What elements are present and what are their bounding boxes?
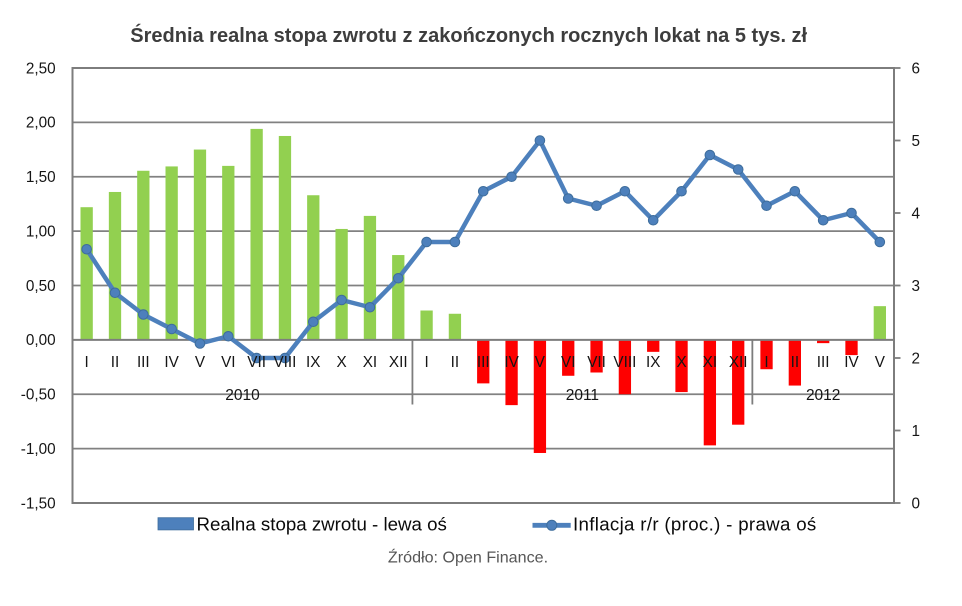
svg-text:-1,00: -1,00 <box>21 441 56 458</box>
svg-text:Realna stopa zwrotu - lewa oś: Realna stopa zwrotu - lewa oś <box>197 514 447 535</box>
svg-text:II: II <box>791 354 800 371</box>
svg-text:II: II <box>111 354 120 371</box>
svg-text:I: I <box>424 354 428 371</box>
svg-text:4: 4 <box>912 205 921 222</box>
svg-text:0,00: 0,00 <box>26 332 56 349</box>
svg-text:Średnia realna stopa zwrotu z: Średnia realna stopa zwrotu z zakończony… <box>130 23 807 47</box>
svg-text:V: V <box>875 354 886 371</box>
svg-text:IV: IV <box>164 354 179 371</box>
svg-text:VII: VII <box>247 354 266 371</box>
svg-text:VI: VI <box>221 354 235 371</box>
svg-text:5: 5 <box>912 133 921 150</box>
svg-text:0,50: 0,50 <box>26 278 56 295</box>
svg-text:IX: IX <box>306 354 320 371</box>
svg-text:Źródło: Open Finance.: Źródło: Open Finance. <box>388 548 548 567</box>
svg-text:V: V <box>535 354 546 371</box>
svg-text:2011: 2011 <box>566 387 599 404</box>
svg-text:6: 6 <box>912 60 921 77</box>
svg-text:2,50: 2,50 <box>26 60 56 77</box>
svg-text:I: I <box>85 354 89 371</box>
svg-text:1: 1 <box>912 423 921 440</box>
svg-text:XI: XI <box>703 354 717 371</box>
svg-text:3: 3 <box>912 278 921 295</box>
svg-text:2: 2 <box>912 350 921 367</box>
svg-text:-0,50: -0,50 <box>21 387 56 404</box>
svg-text:V: V <box>195 354 206 371</box>
svg-text:XII: XII <box>729 354 748 371</box>
svg-text:III: III <box>137 354 150 371</box>
svg-text:IV: IV <box>504 354 519 371</box>
svg-text:III: III <box>477 354 490 371</box>
svg-text:VIII: VIII <box>613 354 636 371</box>
svg-text:-1,50: -1,50 <box>21 495 56 512</box>
svg-text:1,00: 1,00 <box>26 223 56 240</box>
svg-text:2,00: 2,00 <box>26 115 56 132</box>
svg-text:IX: IX <box>646 354 660 371</box>
svg-text:0: 0 <box>912 495 921 512</box>
svg-text:VII: VII <box>587 354 606 371</box>
svg-text:VIII: VIII <box>273 354 296 371</box>
svg-text:I: I <box>764 354 768 371</box>
svg-text:X: X <box>676 354 686 371</box>
svg-text:VI: VI <box>561 354 575 371</box>
svg-text:Inflacja r/r (proc.) - prawa o: Inflacja r/r (proc.) - prawa oś <box>573 514 817 535</box>
svg-text:II: II <box>451 354 460 371</box>
svg-text:X: X <box>337 354 347 371</box>
svg-text:IV: IV <box>844 354 859 371</box>
svg-text:XI: XI <box>363 354 377 371</box>
svg-text:1,50: 1,50 <box>26 169 56 186</box>
svg-text:2010: 2010 <box>225 387 260 404</box>
svg-text:2012: 2012 <box>806 387 840 404</box>
svg-text:III: III <box>817 354 830 371</box>
svg-text:XII: XII <box>389 354 408 371</box>
